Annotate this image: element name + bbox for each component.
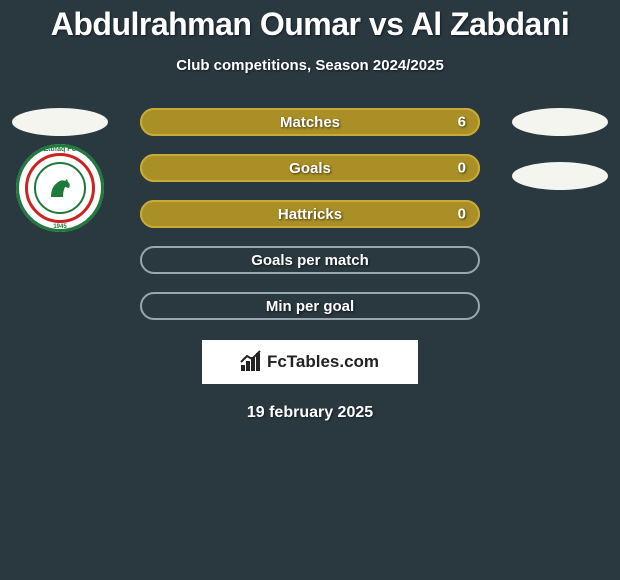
club-badge-top-text: Ettifaq FC: [16, 146, 104, 153]
stat-row: Goals 0: [140, 154, 480, 182]
page-title: Abdulrahman Oumar vs Al Zabdani: [0, 0, 620, 43]
right-flag-1-icon: [512, 108, 608, 136]
stat-label: Min per goal: [266, 298, 354, 315]
stat-rows: Matches 6 Goals 0 Hattricks 0 Goals per match M…: [140, 108, 480, 320]
brand-badge: FcTables.com: [202, 340, 418, 384]
stat-value-right: 6: [458, 114, 466, 131]
right-flag-2-icon: [512, 162, 608, 190]
subtitle: Club competitions, Season 2024/2025: [0, 57, 620, 74]
left-flag-icon: [12, 108, 108, 136]
stat-label: Goals per match: [251, 252, 369, 269]
right-player-column: [508, 108, 612, 202]
stat-row: Goals per match: [140, 246, 480, 274]
stat-value-right: 0: [458, 206, 466, 223]
chart-icon: [241, 353, 263, 371]
comparison-main: Ettifaq FC 1945 Matches 6 Goals 0 Hattricks 0…: [0, 108, 620, 320]
stat-label: Hattricks: [278, 206, 342, 223]
brand-text: FcTables.com: [267, 352, 379, 372]
stat-row: Matches 6: [140, 108, 480, 136]
left-player-column: Ettifaq FC 1945: [8, 108, 112, 232]
club-badge-year: 1945: [16, 224, 104, 230]
left-club-badge: Ettifaq FC 1945: [16, 144, 104, 232]
stat-label: Matches: [280, 114, 340, 131]
stat-row: Hattricks 0: [140, 200, 480, 228]
date-label: 19 february 2025: [0, 404, 620, 422]
stat-row: Min per goal: [140, 292, 480, 320]
stat-label: Goals: [289, 160, 331, 177]
stat-value-right: 0: [458, 160, 466, 177]
horse-icon: [42, 170, 78, 206]
